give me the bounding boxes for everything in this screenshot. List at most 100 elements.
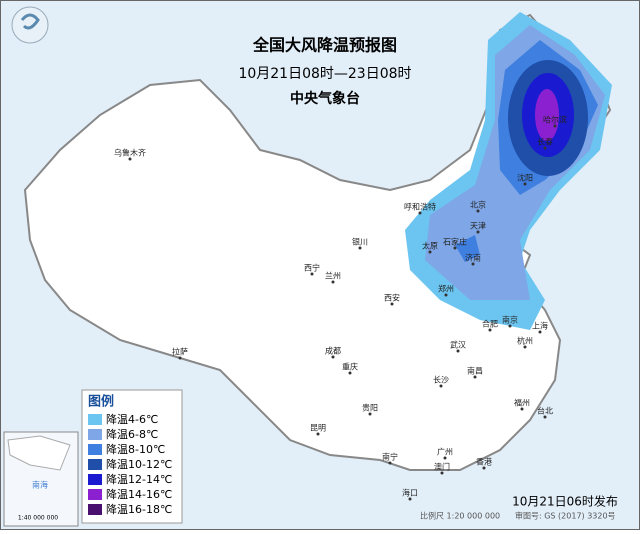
legend: 降温4-6℃降温6-8℃降温8-10℃降温10-12℃降温12-14℃降温14-… <box>88 412 172 516</box>
legend-title: 图例 <box>88 394 114 410</box>
city-label: 长春 <box>537 137 553 147</box>
city-dot <box>523 345 527 349</box>
city-dot <box>520 407 524 411</box>
city-label: 兰州 <box>325 271 341 281</box>
city-label: 天津 <box>470 221 486 231</box>
city-label: 郑州 <box>438 284 454 294</box>
city-dot <box>408 497 412 501</box>
city-label: 上海 <box>532 321 548 331</box>
legend-label: 降温4-6℃ <box>106 412 158 426</box>
legend-swatch <box>88 414 102 425</box>
city-label: 石家庄 <box>443 237 467 247</box>
city-dot <box>456 349 460 353</box>
city-label: 银川 <box>352 237 368 247</box>
city-dot <box>543 146 547 150</box>
city-label: 台北 <box>537 406 553 416</box>
city-label: 重庆 <box>342 362 358 372</box>
agency: 中央气象台 <box>290 90 360 107</box>
city-dot <box>471 262 475 266</box>
legend-swatch <box>88 429 102 440</box>
city-dot <box>553 124 557 128</box>
legend-label: 降温8-10℃ <box>106 442 165 456</box>
inset-land <box>7 435 71 471</box>
city-dot <box>488 328 492 332</box>
city-dot <box>310 272 314 276</box>
city-label: 海口 <box>402 488 418 498</box>
city-dot <box>482 466 486 470</box>
city-dot <box>331 355 335 359</box>
city-dot <box>476 230 480 234</box>
city-label: 西安 <box>384 293 400 303</box>
city-dot <box>316 432 320 436</box>
logo-mark <box>20 13 40 30</box>
footer-scale: 比例尺 1:20 000 000 <box>420 511 500 521</box>
city-dot <box>523 182 527 186</box>
title: 全国大风降温预报图 <box>252 36 397 55</box>
city-label: 西宁 <box>304 263 320 273</box>
footer-approval: 审图号: GS (2017) 3320号 <box>515 511 616 521</box>
period: 10月21日08时—23日08时 <box>238 66 411 82</box>
city-label: 贵阳 <box>362 403 378 413</box>
city-dot <box>418 211 422 215</box>
inset-sea: 南海 <box>32 480 48 490</box>
legend-label: 降温10-12℃ <box>106 457 172 471</box>
legend-swatch <box>88 489 102 500</box>
city-dot <box>348 371 352 375</box>
city-dot <box>439 384 443 388</box>
legend-swatch <box>88 444 102 455</box>
city-label: 北京 <box>470 200 486 210</box>
city-label: 福州 <box>514 399 530 408</box>
city-dot <box>331 280 335 284</box>
city-label: 合肥 <box>482 319 498 329</box>
city-dot <box>388 461 392 465</box>
footer-issued: 10月21日06时发布 <box>512 494 618 509</box>
city-label: 济南 <box>465 253 481 263</box>
city-label: 哈尔滨 <box>543 115 567 125</box>
city-label: 南昌 <box>467 366 483 376</box>
city-dot <box>473 375 477 379</box>
city-dot <box>543 415 547 419</box>
city-dot <box>443 456 447 460</box>
city-label: 南宁 <box>382 452 398 462</box>
city-dot <box>476 209 480 213</box>
inset-scale: 1:40 000 000 <box>18 515 58 522</box>
city-dot <box>128 157 132 161</box>
city-dot <box>178 356 182 360</box>
legend-swatch <box>88 474 102 485</box>
logo <box>11 6 49 44</box>
cooling-deep-north-china <box>455 235 480 262</box>
city-label: 太原 <box>422 241 438 251</box>
city-dot <box>440 471 444 475</box>
city-label: 澳门 <box>434 462 450 472</box>
city-label: 沈阳 <box>517 173 533 183</box>
city-dot <box>368 412 372 416</box>
city-dot <box>508 324 512 328</box>
city-dot <box>453 246 457 250</box>
city-label: 成都 <box>325 346 341 356</box>
legend-swatch <box>88 459 102 470</box>
city-label: 广州 <box>437 447 453 457</box>
legend-label: 降温6-8℃ <box>106 427 158 441</box>
cooling-14-16 <box>535 89 559 141</box>
city-label: 乌鲁木齐 <box>114 148 146 158</box>
city-dot <box>538 330 542 334</box>
legend-box <box>81 389 183 524</box>
city-label: 杭州 <box>517 336 533 346</box>
city-label: 拉萨 <box>172 347 188 357</box>
legend-label: 降温16-18℃ <box>106 502 172 516</box>
city-label: 昆明 <box>310 424 326 433</box>
city-label: 长沙 <box>433 375 449 385</box>
legend-label: 降温12-14℃ <box>106 472 172 486</box>
city-dot <box>390 302 394 306</box>
city-label: 南京 <box>502 315 518 325</box>
city-label: 香港 <box>476 457 492 467</box>
legend-swatch <box>88 504 102 515</box>
city-label: 呼和浩特 <box>404 202 436 212</box>
city-dot <box>428 250 432 254</box>
city-label: 武汉 <box>450 340 466 350</box>
legend-label: 降温14-16℃ <box>106 487 172 501</box>
city-dot <box>358 246 362 250</box>
city-dot <box>444 293 448 297</box>
